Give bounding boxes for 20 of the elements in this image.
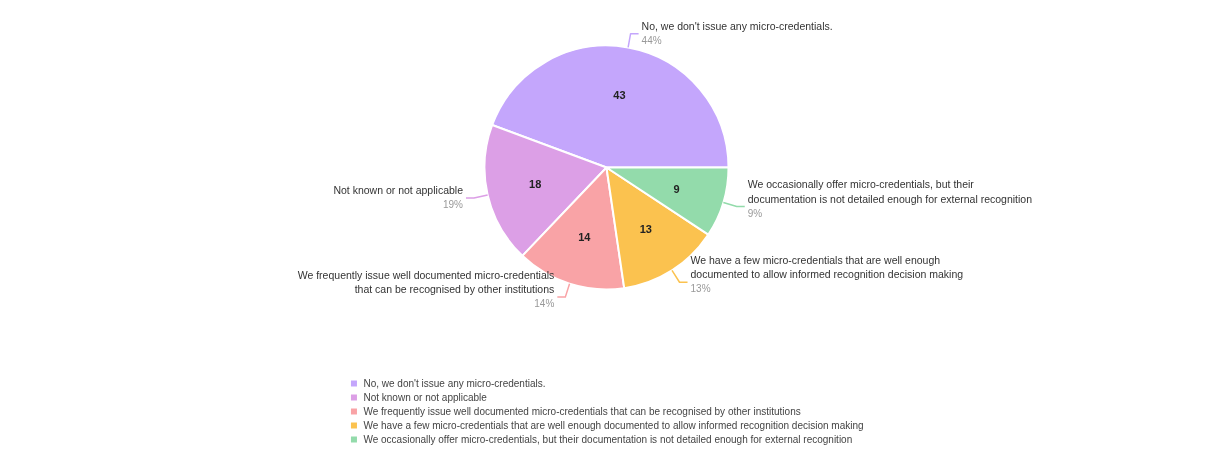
legend-label: No, we don't issue any micro-credentials. (363, 377, 546, 389)
data-label: 43 (613, 89, 626, 102)
slice-label: We frequently issue well documented micro-credentials that can be recognised by other institutions (297, 268, 555, 296)
legend-label: We frequently issue well documented micro-credentials that can be recognised by other institutions (363, 405, 801, 417)
slice-label: We occasionally offer micro-credentials, but their documentation is not detailed enough for external recognition (747, 178, 1033, 205)
data-label: 9 (673, 182, 680, 195)
text: 19% (442, 199, 464, 211)
slice-label: No, we don't issue any micro-credentials. (641, 19, 833, 32)
data-label: 14 (578, 231, 592, 244)
text: 14% (534, 298, 555, 310)
legend-label: Not known or not applicable (363, 391, 487, 403)
text: 13% (690, 283, 711, 295)
data-label: 18 (529, 177, 542, 190)
slice-label: We have a few micro-credentials that are well enough documented to allow informed recognition decision making (690, 253, 964, 281)
data-label: 13 (639, 223, 652, 236)
slice-label: Not known or not applicable (333, 184, 464, 197)
legend-label: We occasionally offer micro-credentials, but their documentation is not detailed enough for external recognition (363, 433, 853, 445)
text: 44% (641, 34, 662, 46)
text: 9% (747, 207, 763, 219)
legend-label: We have a few micro-credentials that are well enough documented to allow informed recognition decision making (363, 419, 864, 431)
